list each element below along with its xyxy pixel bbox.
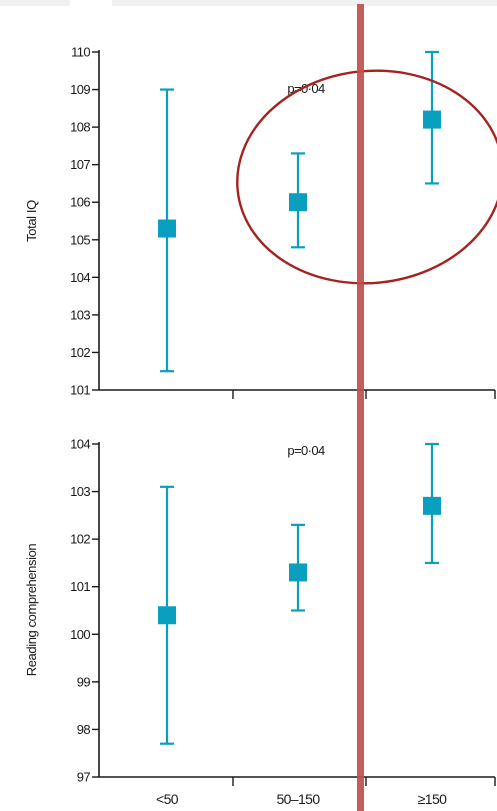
y-tick-label: 109 bbox=[70, 82, 90, 97]
y-tick-label: 102 bbox=[70, 532, 90, 547]
reading-comprehension-panel: 104 103 102 101 100 99 98 97 Reading comprehensi… bbox=[24, 437, 496, 807]
x-category-label: <50 bbox=[156, 791, 179, 807]
p-value-annotation: p=0·04 bbox=[287, 443, 325, 458]
data-point-marker bbox=[158, 606, 176, 625]
y-tick-label: 106 bbox=[70, 195, 90, 210]
y-tick-label: 105 bbox=[70, 232, 90, 247]
y-tick-label: 110 bbox=[71, 45, 90, 60]
y-tick-label: 104 bbox=[70, 437, 90, 452]
top-frame-strip bbox=[0, 0, 497, 6]
top-frame-gap bbox=[70, 0, 112, 6]
data-point-marker bbox=[289, 563, 307, 582]
y-tick-label: 101 bbox=[70, 579, 90, 594]
y-tick-label: 103 bbox=[70, 307, 90, 322]
y-tick-label: 98 bbox=[77, 722, 91, 737]
y-tick-label: 103 bbox=[70, 484, 90, 499]
vertical-divider-line bbox=[357, 4, 364, 811]
y-tick-label: 101 bbox=[70, 383, 90, 398]
annotation-overlay bbox=[236, 4, 497, 811]
x-category-label: ≥150 bbox=[418, 791, 447, 807]
y-axis-title: Total IQ bbox=[24, 200, 39, 242]
data-point-marker bbox=[289, 193, 307, 212]
y-tick-label: 104 bbox=[70, 270, 90, 285]
x-category-label: 50–150 bbox=[276, 791, 320, 807]
y-tick-label: 107 bbox=[70, 157, 90, 172]
y-tick-label: 99 bbox=[77, 674, 91, 689]
y-tick-label: 100 bbox=[70, 627, 90, 642]
data-point-marker bbox=[423, 110, 441, 129]
y-tick-label: 97 bbox=[77, 770, 91, 785]
data-point-marker bbox=[158, 219, 176, 238]
data-point-marker bbox=[423, 496, 441, 515]
y-tick-label: 108 bbox=[70, 120, 90, 135]
y-tick-label: 102 bbox=[70, 345, 90, 360]
y-axis-title: Reading comprehension bbox=[24, 544, 39, 677]
